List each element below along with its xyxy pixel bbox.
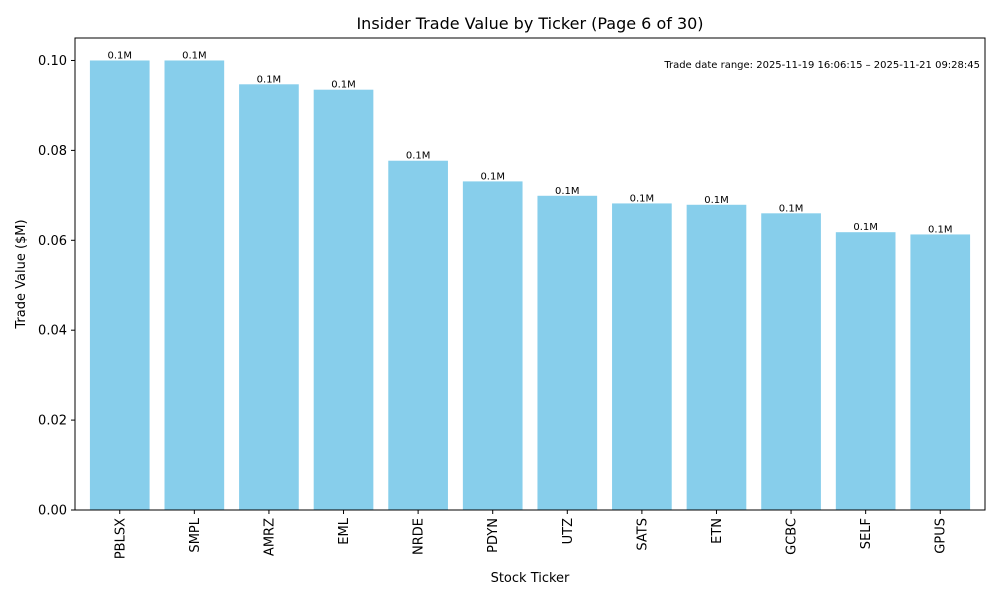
bar-eml xyxy=(313,89,374,510)
bar-value-label: 0.1M xyxy=(853,222,878,233)
y-tick-label: 0.04 xyxy=(38,324,67,339)
y-axis: 0.00 0.02 0.04 0.06 0.08 0.10 xyxy=(38,54,75,519)
bar-labels-group: 0.1M 0.1M 0.1M 0.1M 0.1M 0.1M 0.1M 0.1M 0.1M 0.1M… xyxy=(107,50,952,235)
bar-self xyxy=(835,232,896,511)
bar-value-label: 0.1M xyxy=(630,193,655,204)
bar-pdyn xyxy=(462,181,523,510)
x-axis-label: Stock Ticker xyxy=(491,571,570,586)
bar-amrz xyxy=(239,84,299,510)
bar-smpl xyxy=(164,60,225,510)
bar-value-label: 0.1M xyxy=(928,224,953,235)
bars-group xyxy=(89,60,971,511)
chart-title: Insider Trade Value by Ticker (Page 6 of… xyxy=(356,14,703,33)
x-tick-label: SMPL xyxy=(188,517,203,552)
bar-sats xyxy=(612,203,672,511)
x-tick-label: SATS xyxy=(635,518,650,551)
x-tick-label: AMRZ xyxy=(262,518,277,556)
bar-value-label: 0.1M xyxy=(107,50,132,61)
bar-value-label: 0.1M xyxy=(704,195,729,206)
x-tick-label: ETN xyxy=(710,518,725,544)
plot-frame xyxy=(74,37,986,511)
x-tick-label: UTZ xyxy=(561,518,576,544)
x-tick-label: GPUS xyxy=(934,518,949,554)
bar-pblsx xyxy=(89,60,150,510)
bar-value-label: 0.1M xyxy=(331,80,356,91)
x-tick-label: NRDE xyxy=(412,518,427,555)
bar-value-label: 0.1M xyxy=(779,203,804,214)
bar-value-label: 0.1M xyxy=(182,50,207,61)
x-tick-label: PDYN xyxy=(486,518,501,553)
y-axis-label: Trade Value ($M) xyxy=(14,219,29,329)
x-tick-label: EML xyxy=(337,517,352,544)
x-tick-label: GCBC xyxy=(785,518,800,555)
bar-value-label: 0.1M xyxy=(257,74,282,85)
bar-gcbc xyxy=(761,213,821,511)
x-tick-label: PBLSX xyxy=(113,518,128,559)
y-tick-label: 0.00 xyxy=(38,504,67,519)
bar-value-label: 0.1M xyxy=(406,151,431,162)
y-tick-label: 0.02 xyxy=(38,414,67,429)
bar-nrde xyxy=(388,160,448,510)
bar-value-label: 0.1M xyxy=(480,171,505,182)
bar-gpus xyxy=(910,234,971,511)
y-tick-label: 0.06 xyxy=(38,234,67,249)
y-tick-label: 0.10 xyxy=(38,54,67,69)
bar-etn xyxy=(686,204,747,511)
x-axis: PBLSX SMPL AMRZ EML NRDE PDYN UTZ SATS ETN GCBC SE… xyxy=(113,510,949,559)
bar-utz xyxy=(537,195,598,511)
y-tick-label: 0.08 xyxy=(38,144,67,159)
date-range-annotation: Trade date range: 2025-11-19 16:06:15 – … xyxy=(663,60,980,71)
bar-value-label: 0.1M xyxy=(555,186,580,197)
x-tick-label: SELF xyxy=(859,518,874,549)
